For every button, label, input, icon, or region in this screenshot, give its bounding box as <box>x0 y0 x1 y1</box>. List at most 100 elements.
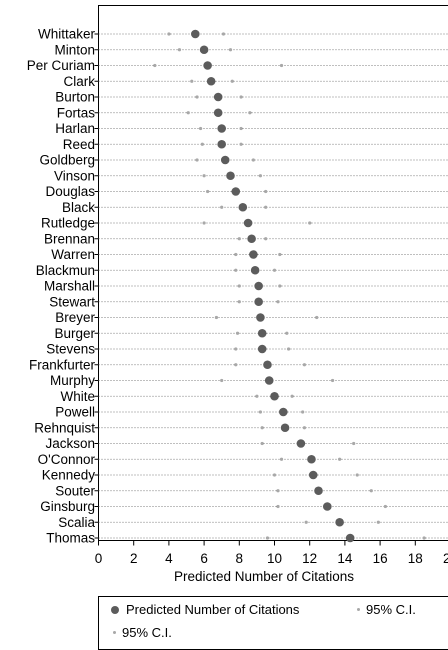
estimate-point <box>281 423 290 432</box>
ci-point <box>303 363 306 366</box>
ci-point <box>259 410 262 413</box>
ci-point <box>203 174 206 177</box>
ci-point <box>248 111 251 114</box>
ci-point <box>239 143 242 146</box>
y-tick-label: Rehnquist <box>34 420 95 435</box>
estimate-point <box>200 45 209 54</box>
ci-point <box>278 284 281 287</box>
y-tick-label: Burger <box>54 326 95 341</box>
ci-point <box>153 64 156 67</box>
y-tick-label: Frankfurter <box>29 357 96 372</box>
ci-points <box>153 32 425 539</box>
estimate-point <box>323 502 332 511</box>
estimate-point <box>309 471 318 480</box>
ci-point <box>352 442 355 445</box>
y-tick-label: Warren <box>51 247 95 262</box>
ci-point <box>264 190 267 193</box>
estimate-point <box>221 156 230 165</box>
ci-point <box>303 426 306 429</box>
ci-point <box>239 127 242 130</box>
ci-point <box>234 253 237 256</box>
ci-point <box>370 489 373 492</box>
ci-point <box>203 221 206 224</box>
ci-point <box>273 473 276 476</box>
y-tick-label: Marshall <box>44 279 95 294</box>
estimate-point <box>258 329 267 338</box>
legend-label-estimate: Predicted Number of Citations <box>126 602 299 617</box>
legend-small-dot-icon <box>357 608 360 611</box>
legend-dot-icon <box>111 606 119 614</box>
ci-point <box>377 521 380 524</box>
y-tick-label: Brennan <box>44 231 95 246</box>
ci-point <box>234 269 237 272</box>
ci-point <box>264 206 267 209</box>
y-tick-label: Stevens <box>46 342 95 357</box>
ci-point <box>384 505 387 508</box>
y-tick-label: Stewart <box>49 294 95 309</box>
ci-point <box>222 32 225 35</box>
ci-point <box>178 48 181 51</box>
ci-point <box>195 158 198 161</box>
y-tick-label: Souter <box>55 483 95 498</box>
ci-point <box>276 505 279 508</box>
legend-item-ci-lower: 95% C.I. <box>113 625 172 640</box>
y-tick-label: Rutledge <box>41 216 95 231</box>
ci-point <box>276 300 279 303</box>
x-tick-label: 8 <box>236 551 244 566</box>
y-tick-label: Harlan <box>55 121 95 136</box>
y-tick-label: Goldberg <box>39 153 95 168</box>
x-tick-label: 10 <box>267 551 282 566</box>
estimate-point <box>207 77 216 86</box>
estimate-point <box>254 297 263 306</box>
ci-point <box>259 174 262 177</box>
ci-point <box>255 395 258 398</box>
estimate-point <box>270 392 279 401</box>
estimate-point <box>231 187 240 196</box>
ci-point <box>190 80 193 83</box>
y-tick-label: Whittaker <box>38 27 96 42</box>
y-tick-label: O'Connor <box>38 452 96 467</box>
ci-point <box>215 316 218 319</box>
estimate-point <box>249 250 258 259</box>
x-tick-label: 0 <box>95 551 103 566</box>
estimate-point <box>297 439 306 448</box>
ci-point <box>220 379 223 382</box>
legend-small-dot-icon <box>113 631 116 634</box>
x-axis: 02468101214161820 <box>95 541 448 567</box>
ci-point <box>187 111 190 114</box>
y-tick-label: Vinson <box>54 168 95 183</box>
ci-point <box>278 253 281 256</box>
ci-point <box>238 237 241 240</box>
ci-point <box>305 521 308 524</box>
y-tick-label: Black <box>62 200 95 215</box>
estimate-point <box>239 203 248 212</box>
estimate-point <box>226 171 235 180</box>
ci-point <box>291 395 294 398</box>
estimate-point <box>217 124 226 133</box>
y-tick-label: Breyer <box>55 310 95 325</box>
estimate-point <box>247 234 256 243</box>
estimate-point <box>214 108 223 117</box>
ci-point <box>238 300 241 303</box>
y-tick-label: Clark <box>63 74 95 89</box>
estimate-point <box>346 534 355 543</box>
y-tick-label: Thomas <box>46 531 95 546</box>
y-tick-label: Burton <box>55 90 95 105</box>
ci-point <box>280 458 283 461</box>
y-tick-label: Kennedy <box>42 468 96 483</box>
estimate-point <box>191 30 200 39</box>
x-tick-label: 6 <box>200 551 208 566</box>
guide-lines <box>95 34 448 538</box>
y-tick-label: Minton <box>54 42 95 57</box>
estimate-point <box>258 345 267 354</box>
estimate-point <box>256 313 265 322</box>
y-tick-label: Blackmun <box>36 263 95 278</box>
x-tick-label: 2 <box>130 551 138 566</box>
ci-point <box>266 536 269 539</box>
ci-point <box>252 158 255 161</box>
ci-point <box>206 190 209 193</box>
ci-point <box>273 269 276 272</box>
ci-point <box>301 410 304 413</box>
ci-point <box>167 32 170 35</box>
